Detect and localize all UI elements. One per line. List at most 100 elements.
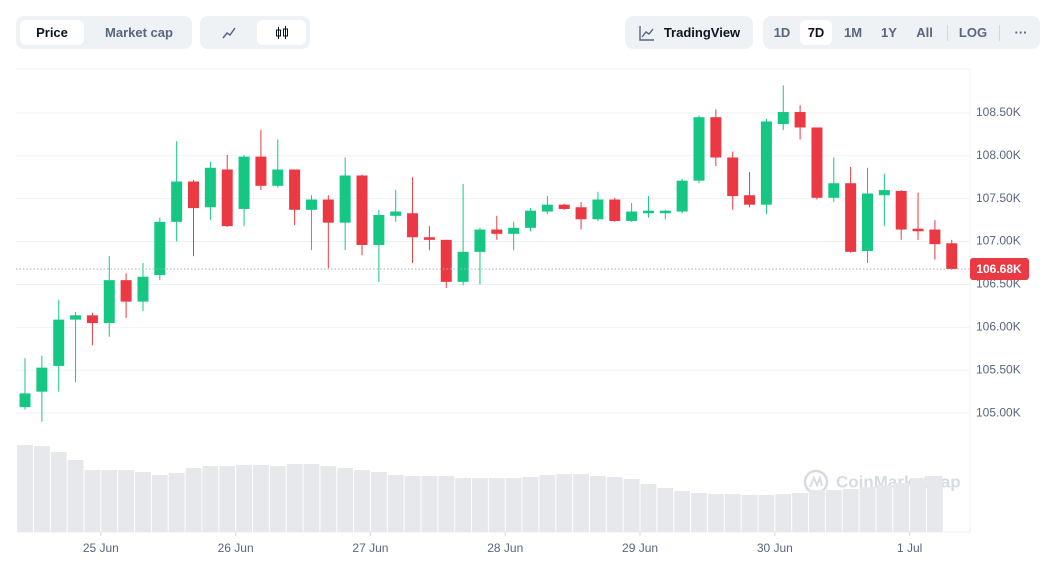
more-button[interactable]: ···: [1014, 25, 1028, 40]
volume-bar: [84, 470, 101, 532]
volume-bar: [522, 477, 539, 532]
candle-body: [36, 367, 48, 392]
volume-bar: [623, 479, 640, 532]
volume-bar: [387, 475, 404, 532]
volume-bar: [539, 475, 556, 532]
x-tick-label: 27 Jun: [352, 541, 388, 555]
volume-bar: [556, 474, 573, 532]
price-toggle: Price Market cap: [16, 16, 192, 49]
volume-bar: [202, 466, 219, 532]
candle-body: [862, 193, 874, 251]
candle-body: [642, 210, 654, 214]
candle-body: [744, 195, 756, 205]
market-cap-button[interactable]: Market cap: [105, 25, 173, 40]
tradingview-button[interactable]: TradingView: [625, 16, 753, 49]
volume-bar: [320, 466, 337, 532]
candle-body: [238, 156, 250, 209]
candle-body: [676, 180, 688, 212]
candle-body: [86, 315, 98, 324]
y-tick-label: 108.50K: [976, 105, 1021, 119]
tradingview-label: TradingView: [663, 25, 741, 40]
volume-bar: [135, 472, 151, 532]
candle-body: [407, 213, 419, 238]
last-price-label: 106.68K: [976, 262, 1022, 276]
candle-body: [828, 183, 840, 198]
x-tick-label: 28 Jun: [487, 541, 523, 555]
line-chart-button[interactable]: [204, 20, 254, 45]
candle-body: [878, 190, 890, 196]
tv-icon: [639, 26, 654, 41]
line-icon: [222, 27, 236, 39]
log-button[interactable]: LOG: [958, 25, 988, 40]
candle-body: [204, 167, 216, 208]
candle-body: [912, 228, 924, 232]
candle-body: [440, 239, 452, 282]
candle-body: [609, 199, 621, 221]
divider: [999, 25, 1000, 41]
candle-body: [322, 199, 334, 223]
volume-bar: [758, 495, 775, 532]
volume-bar: [303, 464, 320, 532]
candle-body: [895, 190, 907, 230]
volume-bar: [859, 487, 876, 532]
candle-body: [255, 156, 267, 186]
candle-body: [272, 169, 284, 186]
volume-bar: [674, 491, 691, 532]
volume-bar: [792, 493, 809, 532]
volume-bar: [151, 475, 168, 532]
candle-chart-button[interactable]: [257, 20, 306, 45]
volume-bar: [809, 490, 825, 532]
volume-bar: [707, 494, 724, 532]
candle-body: [760, 121, 772, 205]
watermark-text: CoinMarketCap: [836, 472, 961, 491]
y-tick-label: 107.50K: [976, 191, 1021, 205]
watermark: CoinMarketCap: [803, 469, 961, 495]
price-button[interactable]: Price: [20, 20, 84, 45]
volume-bar: [67, 460, 84, 532]
grid: [16, 112, 970, 414]
y-tick-label: 105.50K: [976, 362, 1021, 376]
candle-body: [339, 175, 351, 223]
range-button[interactable]: 7D: [800, 20, 832, 45]
candle-body: [120, 280, 132, 302]
volume-bar: [17, 445, 33, 532]
volume-bar: [455, 478, 472, 532]
volume-bar: [488, 478, 505, 532]
volume-bar: [893, 483, 910, 532]
volume-bar: [724, 494, 741, 532]
volume-bar: [775, 494, 792, 532]
volume-bar: [421, 476, 438, 532]
divider: [947, 25, 948, 41]
candle-body: [777, 112, 789, 125]
candle-body: [541, 204, 553, 212]
volume-bar: [657, 488, 674, 532]
candle-body: [221, 169, 233, 227]
candle-body: [423, 237, 435, 240]
range-button[interactable]: All: [916, 25, 933, 40]
volume-bar: [404, 476, 421, 532]
volume-bar: [741, 495, 758, 532]
chart-type-toggle: [200, 16, 310, 49]
volume-bar: [269, 466, 286, 532]
range-button[interactable]: 1D: [773, 25, 791, 40]
candle-body: [356, 175, 368, 245]
last-price-tag: [970, 258, 1029, 281]
y-tick-label: 107.00K: [976, 234, 1021, 248]
candle-body: [53, 319, 65, 366]
x-tick-label: 30 Jun: [757, 541, 793, 555]
range-button[interactable]: 1Y: [881, 25, 897, 40]
volume-bar: [252, 465, 269, 532]
volume-bar: [438, 476, 455, 532]
candle-body: [558, 204, 570, 209]
volume-bar: [926, 476, 943, 532]
candle-body: [171, 181, 183, 222]
volume-bar: [286, 464, 303, 532]
candle-body: [946, 243, 958, 270]
volume-bar: [472, 478, 488, 532]
volume-bar: [910, 478, 926, 532]
candle-body: [845, 183, 857, 252]
volume-bar: [589, 476, 606, 532]
y-tick-label: 108.00K: [976, 148, 1021, 162]
range-button[interactable]: 1M: [843, 25, 863, 40]
